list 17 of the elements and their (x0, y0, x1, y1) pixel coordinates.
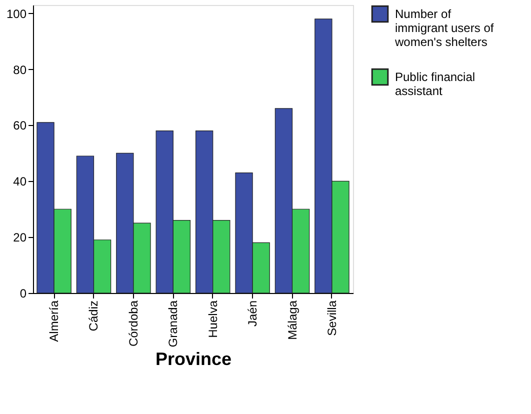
y-tick-label: 0 (20, 286, 27, 300)
x-tick-label: Sevilla (324, 300, 339, 336)
legend-label: Number of immigrant users of women's shelters (394, 7, 494, 49)
x-axis-title: Province (155, 349, 232, 370)
x-tick-label: Jaén (246, 300, 260, 327)
x-tick-label: Cádiz (86, 300, 101, 332)
x-tick-label: Huelva (206, 300, 220, 338)
y-tick-label: 20 (13, 230, 27, 245)
y-tick-label: 80 (13, 62, 27, 77)
x-tick-label: Granada (166, 300, 180, 348)
y-tick-label: 100 (6, 6, 27, 21)
legend-label: Public financial assistant (395, 70, 476, 98)
x-tick-label: Málaga (285, 300, 300, 340)
y-tick-label: 40 (13, 174, 27, 189)
y-tick-label: 60 (13, 118, 27, 133)
x-tick-label: Córdoba (126, 300, 140, 347)
x-tick-label: Almería (47, 300, 62, 342)
